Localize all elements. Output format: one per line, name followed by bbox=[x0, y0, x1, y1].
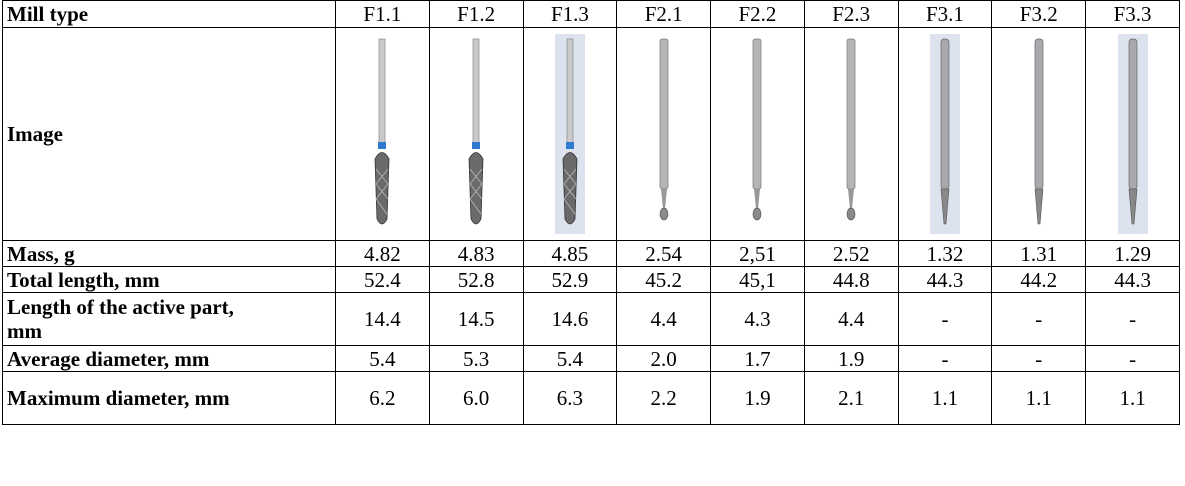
mill-image bbox=[742, 34, 772, 234]
row-label: Average diameter, mm bbox=[7, 347, 331, 371]
value-cell: 44.3 bbox=[1086, 267, 1180, 293]
row-label-cell: Maximum diameter, mm bbox=[3, 372, 336, 425]
header-cell: F1.3 bbox=[523, 1, 617, 28]
row-label-cell: Mass, g bbox=[3, 241, 336, 267]
row-label-cell: Total length, mm bbox=[3, 267, 336, 293]
mill-image bbox=[1118, 34, 1148, 234]
header-cell: F3.2 bbox=[992, 1, 1086, 28]
value-cell: 14.6 bbox=[523, 293, 617, 346]
image-row: Image bbox=[3, 28, 1180, 241]
header-cell: F2.3 bbox=[804, 1, 898, 28]
value-cell: - bbox=[898, 346, 992, 372]
row-label: Total length, mm bbox=[7, 268, 331, 292]
value-cell: 44.2 bbox=[992, 267, 1086, 293]
value-cell: 4.83 bbox=[429, 241, 523, 267]
value-cell: 4.3 bbox=[711, 293, 805, 346]
value-cell: 4.4 bbox=[804, 293, 898, 346]
header-cell: F1.1 bbox=[336, 1, 430, 28]
value-cell: 52.9 bbox=[523, 267, 617, 293]
mill-image bbox=[555, 34, 585, 234]
value-cell: 1.7 bbox=[711, 346, 805, 372]
header-cell: F3.3 bbox=[1086, 1, 1180, 28]
mill-image bbox=[836, 34, 866, 234]
header-cell: F2.1 bbox=[617, 1, 711, 28]
image-cell bbox=[617, 28, 711, 241]
image-cell bbox=[804, 28, 898, 241]
value-cell: 6.3 bbox=[523, 372, 617, 425]
mill-image bbox=[367, 34, 397, 234]
value-cell: 5.4 bbox=[336, 346, 430, 372]
value-cell: 2.0 bbox=[617, 346, 711, 372]
row-label-cell: Length of the active part, mm bbox=[3, 293, 336, 346]
image-cell bbox=[898, 28, 992, 241]
image-cell bbox=[711, 28, 805, 241]
value-cell: 1.1 bbox=[1086, 372, 1180, 425]
value-cell: 2,51 bbox=[711, 241, 805, 267]
header-cell: F1.2 bbox=[429, 1, 523, 28]
image-cell bbox=[1086, 28, 1180, 241]
value-cell: - bbox=[1086, 293, 1180, 346]
value-cell: 5.3 bbox=[429, 346, 523, 372]
value-cell: 1.32 bbox=[898, 241, 992, 267]
value-cell: 4.85 bbox=[523, 241, 617, 267]
value-cell: - bbox=[1086, 346, 1180, 372]
image-cell bbox=[992, 28, 1086, 241]
value-cell: 1.1 bbox=[992, 372, 1086, 425]
value-cell: 44.8 bbox=[804, 267, 898, 293]
value-cell: 52.4 bbox=[336, 267, 430, 293]
value-cell: 1.1 bbox=[898, 372, 992, 425]
value-cell: 14.5 bbox=[429, 293, 523, 346]
header-cell: F2.2 bbox=[711, 1, 805, 28]
row-label: Maximum diameter, mm bbox=[7, 386, 242, 410]
mill-image bbox=[461, 34, 491, 234]
value-cell: 1.9 bbox=[804, 346, 898, 372]
value-cell: 1.31 bbox=[992, 241, 1086, 267]
value-cell: 44.3 bbox=[898, 267, 992, 293]
image-cell bbox=[336, 28, 430, 241]
value-cell: 6.2 bbox=[336, 372, 430, 425]
value-cell: - bbox=[992, 346, 1086, 372]
image-cell bbox=[523, 28, 617, 241]
value-cell: 2.2 bbox=[617, 372, 711, 425]
value-cell: - bbox=[992, 293, 1086, 346]
value-cell: 4.82 bbox=[336, 241, 430, 267]
value-cell: 2.1 bbox=[804, 372, 898, 425]
row-label: Mass, g bbox=[7, 242, 331, 266]
page: Mill typeF1.1F1.2F1.3F2.1F2.2F2.3F3.1F3.… bbox=[0, 0, 1185, 486]
row-label: Image bbox=[3, 28, 336, 241]
value-cell: 5.4 bbox=[523, 346, 617, 372]
mill-image bbox=[649, 34, 679, 234]
row-label-cell: Average diameter, mm bbox=[3, 346, 336, 372]
value-cell: 45,1 bbox=[711, 267, 805, 293]
value-cell: 45.2 bbox=[617, 267, 711, 293]
value-cell: 1.9 bbox=[711, 372, 805, 425]
header-label: Mill type bbox=[3, 1, 336, 28]
image-cell bbox=[429, 28, 523, 241]
mill-image bbox=[1024, 34, 1054, 234]
value-cell: 4.4 bbox=[617, 293, 711, 346]
mill-image bbox=[930, 34, 960, 234]
value-cell: 6.0 bbox=[429, 372, 523, 425]
row-label: Length of the active part, mm bbox=[7, 295, 242, 343]
value-cell: 52.8 bbox=[429, 267, 523, 293]
value-cell: - bbox=[898, 293, 992, 346]
value-cell: 2.52 bbox=[804, 241, 898, 267]
value-cell: 2.54 bbox=[617, 241, 711, 267]
value-cell: 14.4 bbox=[336, 293, 430, 346]
value-cell: 1.29 bbox=[1086, 241, 1180, 267]
header-cell: F3.1 bbox=[898, 1, 992, 28]
